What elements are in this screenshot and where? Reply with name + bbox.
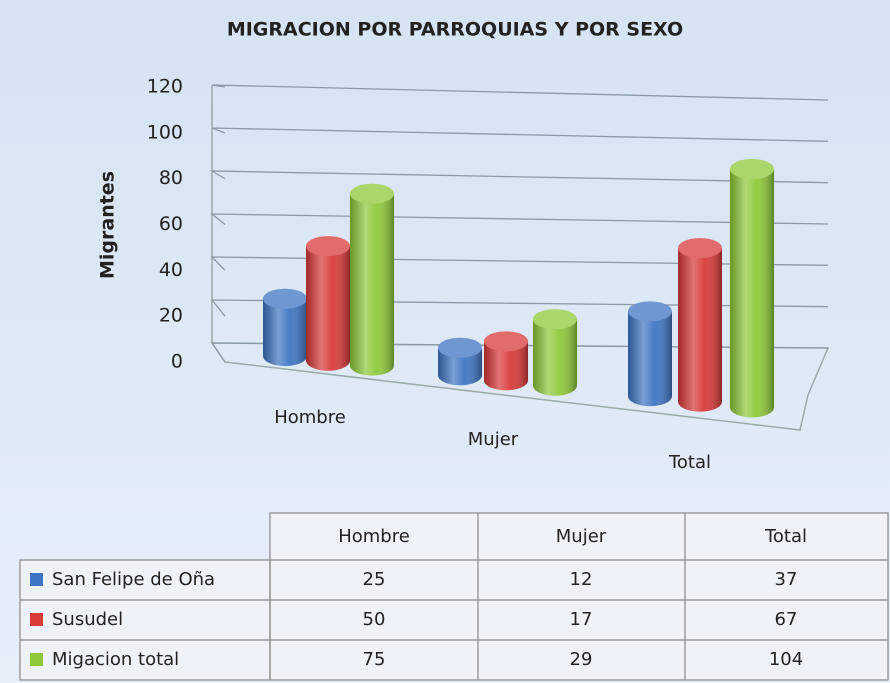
table-header-cell: Total	[764, 526, 807, 547]
grid-line	[211, 84, 829, 101]
bar-shading	[533, 319, 577, 396]
bar-shading	[263, 298, 307, 366]
grid-line	[210, 256, 829, 271]
bar-shading	[438, 347, 482, 386]
bar-top	[350, 183, 394, 204]
grid-line	[210, 213, 829, 226]
table-cell: 25	[363, 569, 386, 590]
y-tick-label: 120	[147, 76, 183, 98]
legend-label: Susudel	[52, 609, 123, 630]
x-tick-label: Hombre	[274, 407, 346, 428]
table-cell: 37	[775, 569, 798, 590]
table-body	[20, 560, 888, 680]
legend-label: Migacion total	[52, 649, 179, 670]
table-cell: 67	[775, 609, 798, 630]
bar-top-highlight	[678, 238, 722, 259]
grid-line	[209, 170, 829, 184]
legend-label: San Felipe de Oña	[52, 569, 215, 590]
bar-shading	[730, 169, 774, 418]
bar-top-highlight	[263, 288, 307, 309]
grid-line	[211, 127, 829, 142]
y-tick-label: 80	[159, 167, 183, 189]
bar-top	[484, 331, 528, 352]
bar-top-highlight	[533, 309, 577, 330]
x-tick-label: Total	[668, 452, 711, 473]
bar-top	[438, 337, 482, 358]
y-tick-label: 40	[159, 259, 183, 281]
bar-shading	[484, 341, 528, 391]
bar-top	[306, 236, 350, 257]
table-cell: 17	[570, 609, 593, 630]
legend-swatch	[30, 613, 43, 626]
bar-shading	[306, 246, 350, 371]
bar-shading	[628, 311, 672, 407]
y-tick-label: 20	[159, 305, 183, 327]
bar-top-highlight	[306, 236, 350, 257]
table-header-cell: Hombre	[338, 526, 410, 547]
table-cell: 50	[363, 609, 386, 630]
bar-top	[678, 238, 722, 259]
x-tick-label: Mujer	[468, 429, 519, 450]
y-tick-label: 60	[159, 213, 183, 235]
bar-top-highlight	[628, 301, 672, 322]
bar-shading	[678, 248, 722, 412]
table-cell: 75	[363, 649, 386, 670]
bar-top	[533, 309, 577, 330]
y-tick-label: 100	[147, 121, 183, 143]
chart-title: MIGRACION POR PARROQUIAS Y POR SEXO	[227, 19, 683, 41]
y-tick-label: 0	[171, 351, 183, 373]
bar-top-highlight	[484, 331, 528, 352]
grid-line	[210, 342, 829, 363]
bar-top	[628, 301, 672, 322]
data-table: Hombre Mujer Total San Felipe de Oña 25 12 37 S…	[19, 512, 889, 681]
table-cell: 29	[570, 649, 593, 670]
bar-top	[730, 159, 774, 180]
legend-swatch	[30, 653, 43, 666]
bar-top-highlight	[350, 183, 394, 204]
table-cell: 12	[570, 569, 593, 590]
bar-top-highlight	[438, 337, 482, 358]
bar-shading	[350, 193, 394, 376]
table-header-cell: Mujer	[556, 526, 607, 547]
table-cell: 104	[769, 649, 803, 670]
bar-top	[263, 288, 307, 309]
table-border	[19, 559, 271, 681]
bar-top-highlight	[730, 159, 774, 180]
legend-swatch	[30, 573, 43, 586]
y-axis-label: Migrantes	[97, 171, 119, 279]
table-header	[270, 513, 888, 560]
grid-line	[210, 299, 829, 317]
